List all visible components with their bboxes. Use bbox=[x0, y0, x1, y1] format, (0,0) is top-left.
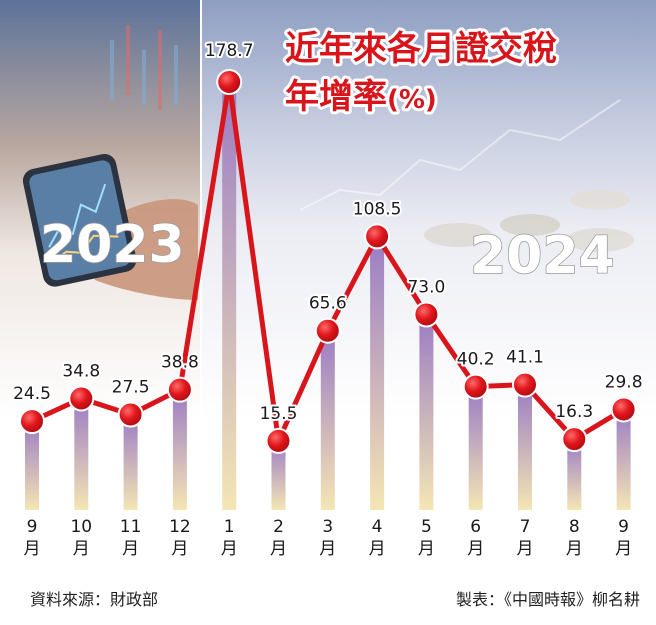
bar-9 bbox=[468, 386, 483, 510]
value-label-6: 65.6 bbox=[309, 294, 347, 314]
coins-decoration bbox=[299, 99, 634, 252]
value-label-3: 38.8 bbox=[161, 353, 199, 373]
year-label-2024: 2024 bbox=[470, 226, 615, 286]
chart-title-main: 年增率 bbox=[285, 77, 387, 117]
bar-12 bbox=[616, 409, 631, 510]
value-label-4: 178.7 bbox=[205, 41, 254, 61]
bar-10 bbox=[518, 384, 532, 510]
value-label-12: 29.8 bbox=[605, 372, 643, 392]
markers-group bbox=[19, 69, 637, 454]
x-tick-label-1: 10 月 bbox=[70, 517, 92, 559]
value-label-10: 41.1 bbox=[506, 348, 544, 368]
value-labels-group: 24.5 34.8 27.5 38.8 178.7 15.5 65.6 108.5 73.0 40… bbox=[11, 39, 644, 426]
bar-1 bbox=[74, 398, 89, 510]
data-point-7 bbox=[364, 223, 391, 250]
chart-title-unit: (%) bbox=[387, 85, 437, 115]
year-label-2023: 2023 bbox=[40, 215, 185, 275]
value-label-2: 27.5 bbox=[112, 378, 150, 398]
bar-4 bbox=[222, 82, 237, 510]
value-label-5: 15.5 bbox=[260, 404, 298, 424]
smartphone-icon bbox=[22, 153, 198, 300]
bar-11 bbox=[567, 439, 582, 510]
x-tick-label-3: 12 月 bbox=[169, 517, 191, 559]
bars-group bbox=[25, 82, 631, 510]
data-point-4 bbox=[216, 69, 243, 95]
data-point-1 bbox=[68, 385, 95, 412]
data-point-8 bbox=[413, 301, 440, 328]
chart-title-line2: 年增率(%) bbox=[285, 77, 437, 117]
value-label-0: 24.5 bbox=[13, 384, 51, 404]
data-point-11 bbox=[561, 426, 588, 453]
data-point-0 bbox=[19, 408, 45, 435]
data-point-2 bbox=[117, 401, 144, 428]
value-label-11: 16.3 bbox=[555, 402, 593, 422]
value-label-7: 108.5 bbox=[353, 199, 402, 219]
data-point-12 bbox=[610, 396, 637, 423]
data-point-3 bbox=[166, 376, 193, 403]
chart-title-line1: 近年來各月證交稅 bbox=[285, 29, 557, 69]
bar-2 bbox=[123, 414, 138, 510]
value-label-1: 34.8 bbox=[62, 361, 100, 381]
stock-candles-decoration bbox=[110, 25, 178, 110]
x-tick-label-2: 11 月 bbox=[120, 517, 142, 559]
data-point-6 bbox=[314, 317, 341, 344]
bar-3 bbox=[172, 389, 187, 510]
bar-0 bbox=[25, 421, 39, 510]
credit-note: 製表：《中國時報》柳名耕 bbox=[456, 590, 640, 609]
bar-6 bbox=[320, 330, 335, 510]
bar-8 bbox=[419, 314, 434, 510]
bar-7 bbox=[370, 236, 385, 510]
data-point-10 bbox=[512, 371, 538, 398]
value-label-8: 73.0 bbox=[407, 277, 445, 297]
source-note: 資料來源：財政部 bbox=[30, 590, 158, 609]
data-point-9 bbox=[462, 373, 489, 400]
x-axis-ticks-group: 9 月 10 月 11 月 12 月 1 月 2 月 3 月 4 月 5 月 6 月 7 月 8 月 9 月 bbox=[24, 517, 633, 559]
data-point-5 bbox=[265, 427, 292, 454]
bar-5 bbox=[271, 440, 286, 510]
value-label-9: 40.2 bbox=[457, 350, 495, 370]
